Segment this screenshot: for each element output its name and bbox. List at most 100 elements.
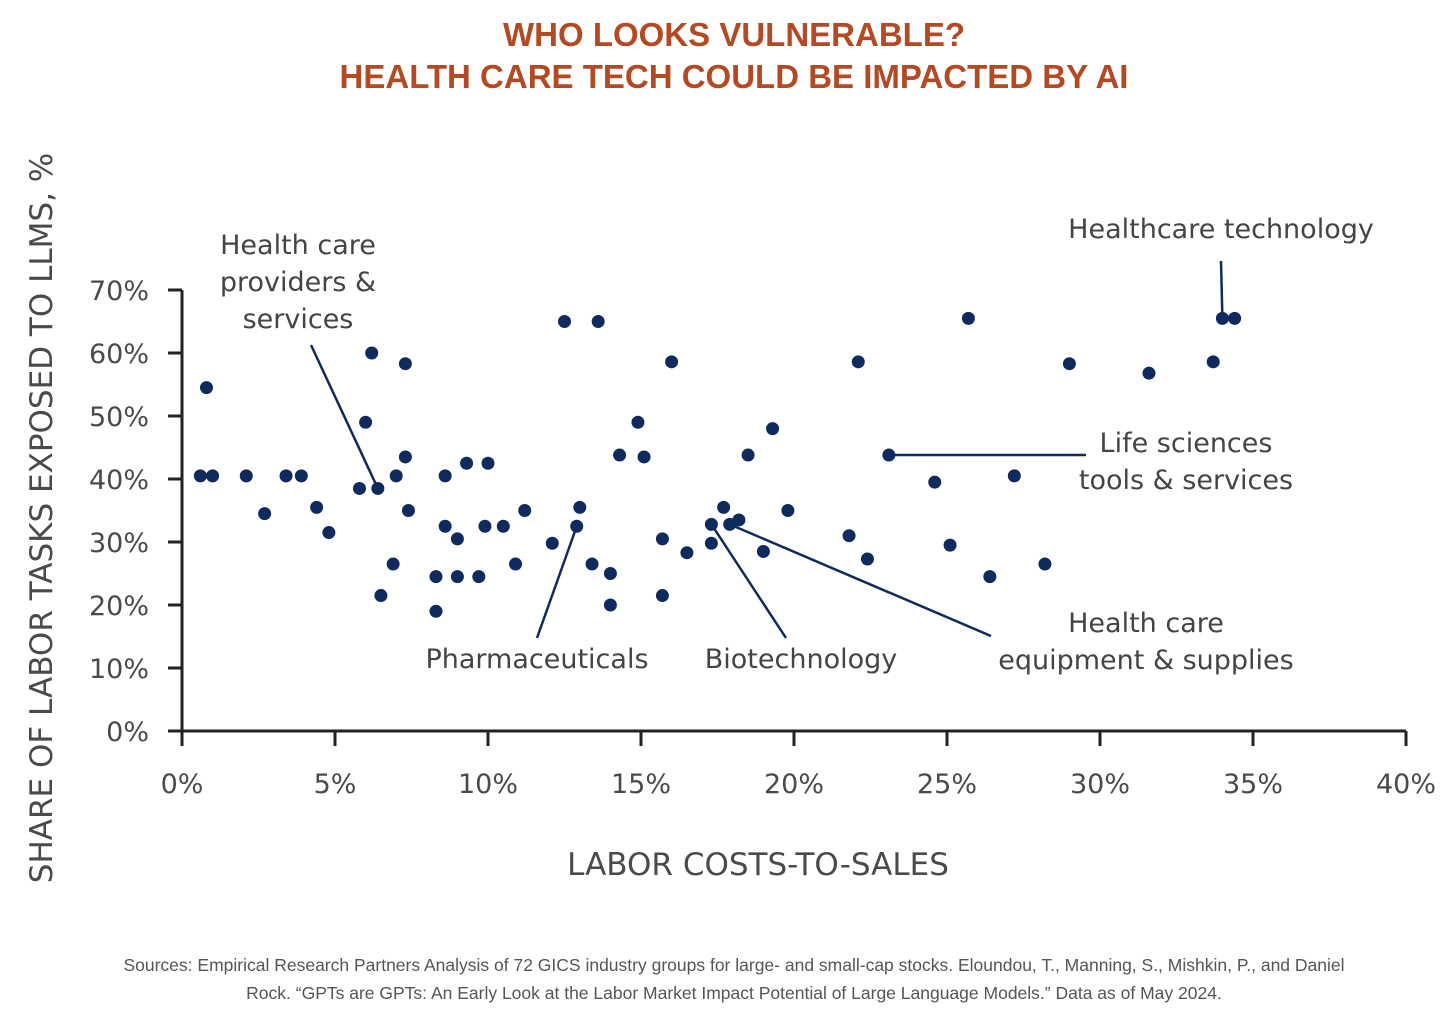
data-point [398, 450, 412, 464]
data-point [478, 519, 492, 533]
y-tick-label: 0% [106, 717, 149, 748]
chart-title-line-1: WHO LOOKS VULNERABLE? [503, 16, 965, 53]
data-point [398, 357, 412, 371]
data-point [603, 567, 617, 580]
data-point [322, 526, 336, 540]
data-point [704, 517, 718, 531]
data-point [310, 500, 324, 514]
source-line-1: Sources: Empirical Research Partners Ana… [123, 955, 1344, 975]
data-point [352, 481, 366, 495]
data-point [704, 536, 718, 550]
data-point [851, 355, 865, 369]
annotation-leader-line [1219, 260, 1224, 319]
data-point [365, 346, 379, 360]
data-point [631, 415, 645, 429]
data-point [199, 381, 213, 395]
data-point [732, 513, 746, 527]
data-point [781, 504, 795, 517]
y-tick-label: 10% [89, 654, 149, 685]
data-point [239, 469, 253, 483]
data-point [585, 557, 599, 571]
data-point [603, 598, 617, 612]
x-tick-label: 10% [458, 769, 518, 800]
annotation-label: tools & services [1079, 465, 1293, 496]
x-tick-label: 15% [611, 769, 671, 800]
y-tick-label: 70% [89, 276, 149, 307]
annotation-label: Pharmaceuticals [425, 644, 648, 675]
data-point [206, 469, 220, 483]
annotation-leader-line [710, 523, 788, 639]
data-point [928, 475, 942, 489]
data-point [374, 589, 388, 603]
data-point [481, 456, 495, 470]
data-point [371, 481, 385, 495]
x-tick-label: 35% [1223, 769, 1283, 800]
data-point [655, 532, 669, 546]
data-point [613, 448, 627, 462]
x-tick-label: 5% [314, 769, 357, 800]
data-point [389, 469, 403, 483]
y-tick-label: 30% [89, 528, 149, 559]
data-point [438, 519, 452, 533]
data-point [429, 604, 443, 618]
annotation-label: Life sciences [1100, 428, 1273, 459]
ticks: 0% 5% 10% 15% 20% 25% 30% 35% 40% 0% 10% 20% 30% 40% 5… [89, 276, 1436, 800]
data-point [717, 500, 731, 514]
data-point [573, 500, 587, 514]
annotation-label: Health care [1068, 608, 1224, 639]
data-point [882, 448, 896, 462]
annotation-label: services [243, 304, 354, 335]
data-point [558, 315, 571, 328]
y-tick-label: 50% [89, 402, 149, 433]
annotations: Health care providers & services Healthcare… [220, 214, 1374, 676]
data-point [591, 315, 605, 328]
data-point [842, 529, 856, 543]
data-point [450, 570, 464, 584]
data-point [1062, 357, 1076, 371]
data-point [509, 557, 523, 571]
data-point [570, 519, 584, 533]
data-point [429, 570, 443, 584]
annotation-label: Health care [220, 230, 376, 261]
x-tick-label: 0% [161, 769, 204, 800]
data-point [386, 557, 400, 571]
data-point [1215, 311, 1229, 325]
data-point [450, 532, 464, 546]
data-point [860, 552, 874, 566]
data-point [680, 546, 694, 560]
data-point [961, 311, 975, 325]
data-point [655, 589, 669, 603]
data-point [1007, 469, 1021, 483]
y-tick-label: 40% [89, 465, 149, 496]
data-point [1142, 366, 1156, 380]
data-point [279, 469, 293, 483]
data-point [1206, 355, 1220, 369]
y-axis-label: SHARE OF LABOR TASKS EXPOSED TO LLMS, % [24, 153, 60, 883]
chart-title-line-2: HEALTH CARE TECH COULD BE IMPACTED BY AI [340, 58, 1129, 95]
data-point [1038, 557, 1052, 571]
data-point [665, 355, 679, 369]
data-point [1228, 311, 1242, 325]
data-point [545, 536, 559, 550]
data-point [637, 450, 651, 464]
annotation-label: equipment & supplies [998, 645, 1293, 676]
annotation-leader-line [309, 344, 379, 489]
data-point [401, 504, 415, 517]
annotation-leaders [309, 260, 1224, 639]
data-point [741, 448, 755, 462]
annotation-leader-line [535, 525, 578, 639]
data-point [756, 544, 770, 558]
annotation-label: Healthcare technology [1068, 214, 1374, 245]
data-point [258, 507, 272, 521]
annotation-leader-line [729, 523, 992, 638]
data-point [438, 469, 452, 483]
data-points [193, 311, 1242, 618]
x-tick-label: 25% [917, 769, 977, 800]
source-line-2: Rock. “GPTs are GPTs: An Early Look at t… [246, 983, 1222, 1003]
x-tick-label: 20% [764, 769, 824, 800]
data-point [766, 422, 780, 436]
x-axis-label: LABOR COSTS-TO-SALES [567, 847, 949, 883]
data-point [460, 456, 474, 470]
data-point [294, 469, 308, 483]
